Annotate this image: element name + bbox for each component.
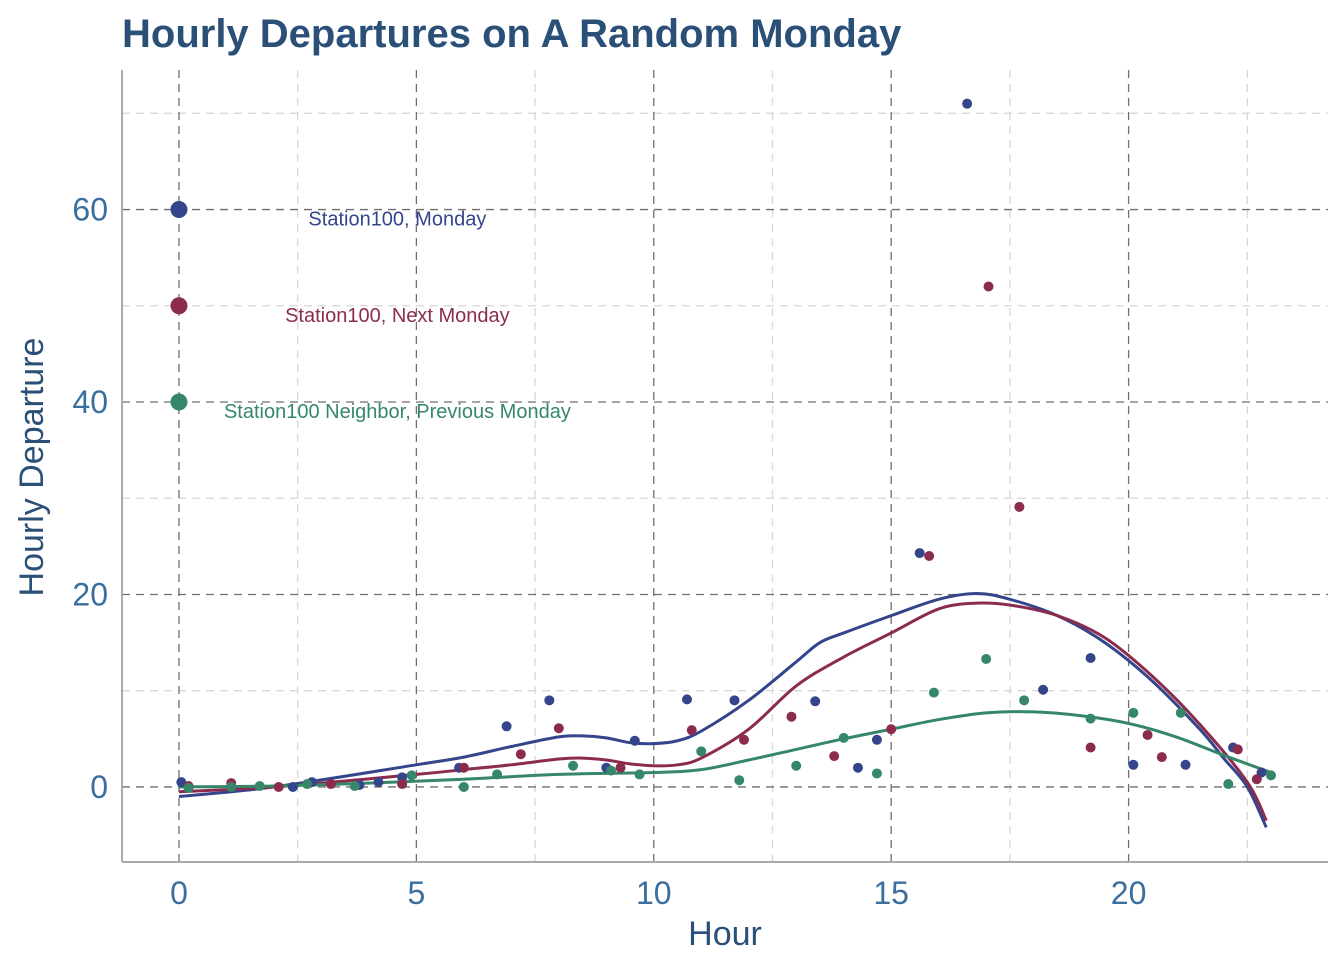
chart-title: Hourly Departures on A Random Monday — [122, 12, 902, 56]
smooth-lines — [178, 592, 1272, 828]
data-point — [373, 777, 384, 788]
data-point — [226, 781, 237, 792]
data-point — [1180, 759, 1191, 770]
data-point — [810, 696, 821, 707]
data-point — [458, 781, 469, 792]
data-point — [1232, 744, 1243, 755]
data-point — [458, 762, 469, 773]
data-point — [1085, 742, 1096, 753]
data-point — [287, 781, 298, 792]
data-point — [606, 765, 617, 776]
data-point — [738, 734, 749, 745]
x-tick-labels: 0 5 10 15 20 — [170, 875, 1146, 911]
data-point — [1085, 713, 1096, 724]
data-point — [544, 695, 555, 706]
data-point — [302, 779, 313, 790]
y-tick-labels: 0 20 40 60 — [72, 192, 108, 805]
data-point — [871, 768, 882, 779]
x-tick-label: 20 — [1111, 875, 1147, 911]
data-point — [1251, 774, 1262, 785]
data-point — [1128, 759, 1139, 770]
legend: Station100, Monday Station100, Next Monda… — [170, 201, 571, 423]
data-point — [501, 721, 512, 732]
data-point — [1266, 770, 1277, 781]
data-point — [1156, 752, 1167, 763]
data-point — [397, 779, 408, 790]
legend-label: Station100, Monday — [308, 209, 486, 231]
data-point — [886, 724, 897, 735]
legend-marker — [170, 201, 188, 219]
legend-label: Station100 Neighbor, Previous Monday — [224, 401, 571, 423]
data-point — [924, 550, 935, 561]
x-tick-label: 10 — [636, 875, 672, 911]
smooth-line — [178, 710, 1272, 789]
data-point — [1142, 729, 1153, 740]
data-point — [615, 762, 626, 773]
data-point — [1019, 695, 1030, 706]
y-tick-label: 60 — [72, 192, 108, 228]
y-tick-label: 20 — [72, 576, 108, 612]
data-point — [729, 695, 740, 706]
data-point — [962, 98, 973, 109]
data-point — [515, 749, 526, 760]
data-point — [1223, 779, 1234, 790]
data-point — [1038, 684, 1049, 695]
data-point — [696, 746, 707, 757]
data-point — [492, 769, 503, 780]
x-axis-title: Hour — [688, 915, 762, 953]
data-point — [349, 780, 360, 791]
x-tick-label: 15 — [873, 875, 909, 911]
data-point — [914, 548, 925, 559]
legend-label: Station100, Next Monday — [285, 305, 510, 327]
data-point — [983, 281, 994, 292]
data-point — [325, 779, 336, 790]
y-tick-label: 40 — [72, 384, 108, 420]
x-tick-label: 5 — [407, 875, 425, 911]
data-point — [183, 782, 194, 793]
legend-marker — [170, 297, 188, 315]
data-point — [871, 734, 882, 745]
data-point — [786, 711, 797, 722]
data-points — [176, 98, 1277, 793]
data-point — [1128, 707, 1139, 718]
y-tick-label: 0 — [90, 769, 108, 805]
smooth-line — [178, 601, 1268, 822]
minor-gridlines — [122, 70, 1328, 862]
data-point — [829, 751, 840, 762]
x-tick-label: 0 — [170, 875, 188, 911]
data-point — [852, 762, 863, 773]
major-gridlines — [122, 70, 1328, 862]
data-point — [791, 760, 802, 771]
data-point — [254, 780, 265, 791]
data-point — [734, 775, 745, 786]
data-point — [568, 760, 579, 771]
data-point — [928, 687, 939, 698]
data-point — [629, 735, 640, 746]
y-axis-title: Hourly Departure — [13, 338, 51, 597]
data-point — [634, 769, 645, 780]
data-point — [1014, 501, 1025, 512]
data-point — [553, 723, 564, 734]
data-point — [838, 732, 849, 743]
data-point — [981, 653, 992, 664]
data-point — [686, 725, 697, 736]
smooth-line — [178, 592, 1268, 828]
data-point — [406, 770, 417, 781]
data-point — [1085, 652, 1096, 663]
data-point — [273, 781, 284, 792]
data-point — [682, 694, 693, 705]
legend-marker — [170, 393, 188, 411]
data-point — [1175, 707, 1186, 718]
